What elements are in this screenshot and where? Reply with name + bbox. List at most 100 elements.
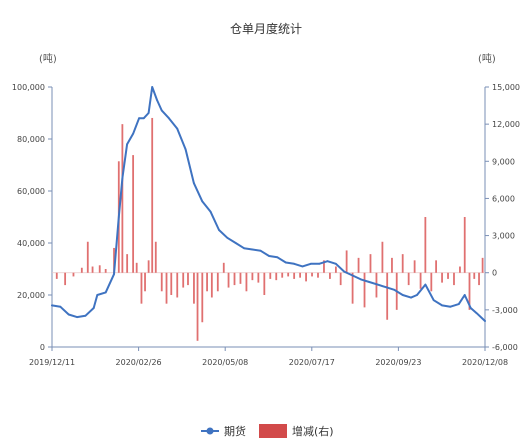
change-bar: [447, 272, 449, 279]
futures-point: [92, 307, 95, 309]
futures-point: [160, 109, 163, 112]
change-bar: [91, 266, 94, 273]
change-bar: [381, 241, 384, 273]
change-bar: [339, 272, 342, 286]
change-bar: [80, 267, 83, 273]
change-bar: [196, 272, 199, 341]
change-bar: [193, 272, 195, 304]
change-bar: [281, 272, 284, 278]
change-bar: [401, 254, 404, 273]
futures-point: [449, 305, 452, 308]
change-bar: [463, 217, 466, 273]
right-tick-label: 12,000: [492, 120, 520, 129]
change-bar: [275, 272, 278, 281]
legend-label-change: 增减(右): [292, 424, 334, 438]
change-bar: [222, 262, 225, 273]
change-bar: [311, 272, 313, 277]
futures-point: [184, 148, 187, 151]
futures-point: [226, 236, 229, 239]
change-bar: [104, 269, 107, 273]
futures-point: [138, 117, 140, 120]
futures-point: [318, 262, 321, 265]
change-bar: [468, 272, 471, 310]
x-tick-label: 2020/09/23: [375, 358, 421, 367]
legend-item-futures[interactable]: 期货: [201, 424, 246, 438]
right-axis-unit: (吨): [478, 52, 496, 65]
futures-point: [309, 262, 312, 265]
change-bar: [182, 272, 185, 288]
x-tick-label: 2019/12/11: [29, 358, 75, 367]
change-bar: [239, 272, 242, 284]
left-tick-label: 20,000: [17, 291, 45, 300]
right-tick-label: 9,000: [492, 157, 515, 166]
futures-point: [441, 304, 443, 307]
change-bar: [113, 247, 115, 273]
right-tick-label: -3,000: [492, 306, 518, 315]
change-bar: [369, 254, 372, 273]
change-bar: [430, 272, 433, 292]
change-bar: [245, 272, 248, 292]
futures-point: [475, 312, 478, 315]
futures-point: [268, 255, 270, 257]
change-bar: [210, 272, 213, 298]
axes-layer: [48, 86, 489, 351]
change-bar: [407, 272, 410, 286]
change-bar: [459, 266, 461, 273]
futures-point: [385, 286, 387, 289]
left-tick-label: 40,000: [17, 239, 45, 248]
futures-point: [209, 210, 212, 213]
change-bar: [345, 250, 348, 273]
right-tick-label: 6,000: [492, 194, 515, 203]
change-bar: [135, 262, 138, 273]
futures-point: [84, 314, 87, 317]
futures-point: [259, 249, 262, 252]
legend-item-change[interactable]: 增减(右): [259, 424, 334, 438]
futures-point: [201, 200, 204, 203]
change-bar: [165, 272, 168, 304]
futures-point: [469, 307, 472, 309]
change-bar: [263, 272, 266, 295]
change-bar: [357, 257, 360, 273]
change-bar: [441, 272, 443, 283]
futures-point: [132, 132, 135, 135]
futures-point: [457, 303, 460, 305]
change-bar: [144, 272, 146, 292]
futures-point: [218, 229, 220, 231]
change-bar: [481, 257, 484, 273]
left-axis-unit: (吨): [39, 52, 57, 65]
change-bar: [299, 272, 302, 278]
change-bar: [216, 272, 219, 292]
futures-point: [113, 273, 115, 276]
futures-point: [117, 216, 120, 218]
x-tick-label: 2020/05/08: [202, 358, 248, 367]
change-bar: [233, 272, 236, 286]
futures-point: [276, 256, 279, 259]
change-bar: [391, 257, 393, 273]
futures-point: [301, 265, 304, 268]
futures-point: [401, 294, 404, 296]
change-bar: [317, 272, 319, 278]
change-bar: [424, 217, 427, 273]
change-bar: [251, 272, 254, 281]
legend: 期货 增减(右): [201, 424, 334, 438]
change-bar: [227, 272, 230, 288]
x-tick-label: 2020/02/26: [116, 358, 162, 367]
change-bar: [453, 272, 455, 286]
change-bar: [293, 272, 296, 279]
change-bar: [121, 124, 124, 273]
right-tick-label: -6,000: [492, 343, 518, 352]
change-bar: [329, 272, 331, 279]
right-tick-label: 15,000: [492, 83, 520, 92]
chart-title: 仓单月度统计: [230, 21, 302, 36]
change-bar: [435, 260, 437, 273]
legend-label-futures: 期货: [224, 424, 246, 438]
futures-point: [416, 294, 418, 296]
futures-point: [368, 281, 371, 283]
change-bar: [334, 266, 337, 273]
change-bar: [132, 155, 135, 273]
futures-point: [67, 313, 70, 316]
change-bar: [160, 272, 163, 292]
futures-point: [243, 247, 245, 250]
futures-point: [126, 143, 129, 146]
